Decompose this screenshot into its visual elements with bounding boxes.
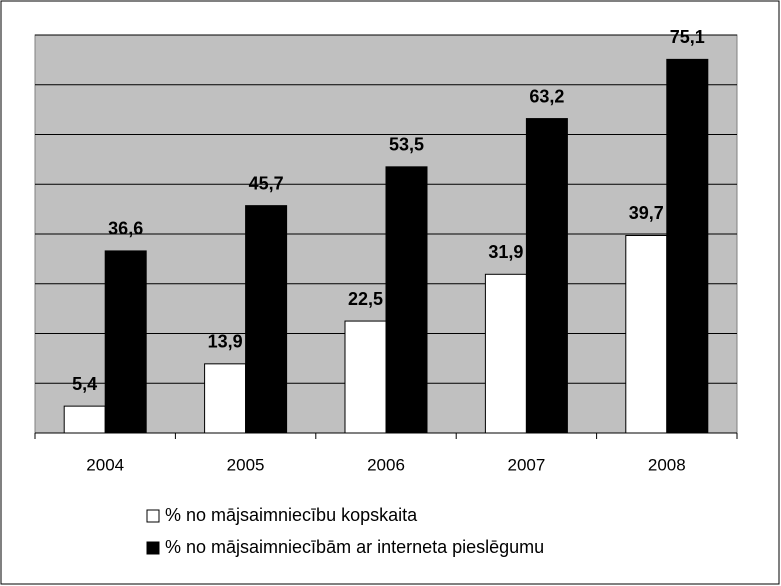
bar <box>625 234 668 434</box>
value-label: 22,5 <box>348 289 383 309</box>
x-tick-label: 2007 <box>507 455 545 474</box>
x-tick-label: 2004 <box>86 455 124 474</box>
value-label: 53,5 <box>389 135 424 155</box>
legend-swatch <box>146 509 160 523</box>
value-label: 13,9 <box>208 332 243 352</box>
bar <box>344 320 387 434</box>
bar <box>63 405 106 434</box>
bar <box>204 363 247 434</box>
value-label: 45,7 <box>249 173 284 193</box>
bar <box>484 273 527 434</box>
bar <box>385 166 428 434</box>
x-tick-label: 2008 <box>648 455 686 474</box>
value-label: 5,4 <box>72 374 97 394</box>
x-tick-label: 2005 <box>227 455 265 474</box>
value-label: 39,7 <box>629 203 664 223</box>
value-label: 75,1 <box>670 27 705 47</box>
bar <box>245 205 288 434</box>
value-label: 63,2 <box>529 86 564 106</box>
legend-swatch <box>146 541 160 555</box>
value-label: 36,6 <box>108 219 143 239</box>
legend-label: % no mājsaimniecībām ar interneta pieslē… <box>165 537 544 557</box>
bar <box>666 58 709 434</box>
bar <box>525 118 568 434</box>
value-label: 31,9 <box>488 242 523 262</box>
x-tick-label: 2006 <box>367 455 405 474</box>
bar <box>104 250 147 434</box>
legend-label: % no mājsaimniecību kopskaita <box>165 505 418 525</box>
